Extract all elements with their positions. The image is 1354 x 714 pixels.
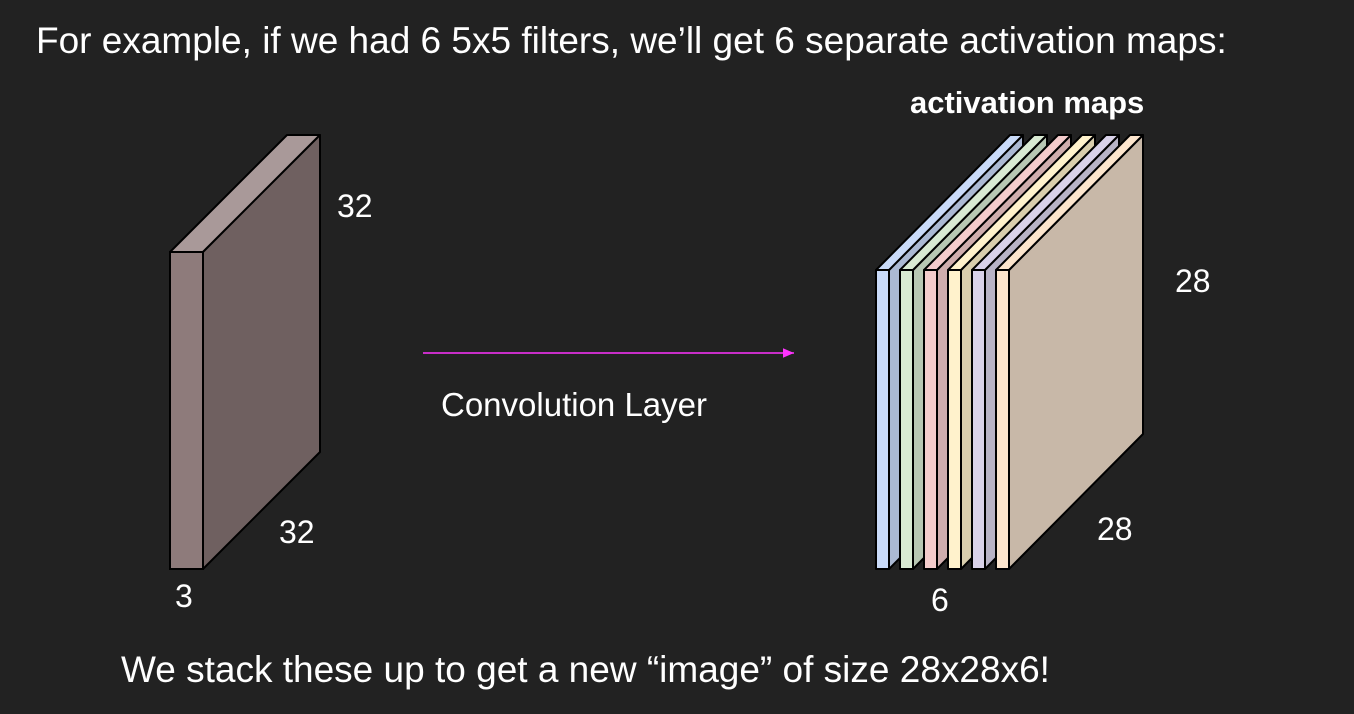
input-width-label: 32: [279, 514, 315, 550]
activation-map-front-face: [899, 269, 914, 570]
activation-map-front-face: [947, 269, 962, 570]
output-depth-label: 6: [931, 582, 949, 618]
output-width-label: 28: [1097, 511, 1133, 547]
activation-maps-title: activation maps: [910, 85, 1145, 120]
activation-map-front-face: [971, 269, 986, 570]
activation-map-6: [995, 134, 1144, 570]
activation-map-front-face: [995, 269, 1010, 570]
output-height-label: 28: [1175, 263, 1211, 299]
activation-maps-stack: [875, 134, 1144, 570]
convolution-layer-label: Convolution Layer: [441, 386, 707, 423]
slide-heading: For example, if we had 6 5x5 filters, we…: [36, 20, 1227, 61]
input-height-label: 32: [337, 188, 373, 224]
input-depth-label: 3: [175, 578, 193, 614]
slide-caption: We stack these up to get a new “image” o…: [121, 649, 1050, 690]
activation-map-front-face: [875, 269, 890, 570]
input-volume-front-face: [169, 251, 204, 570]
input-volume: [169, 134, 321, 570]
activation-map-front-face: [923, 269, 938, 570]
